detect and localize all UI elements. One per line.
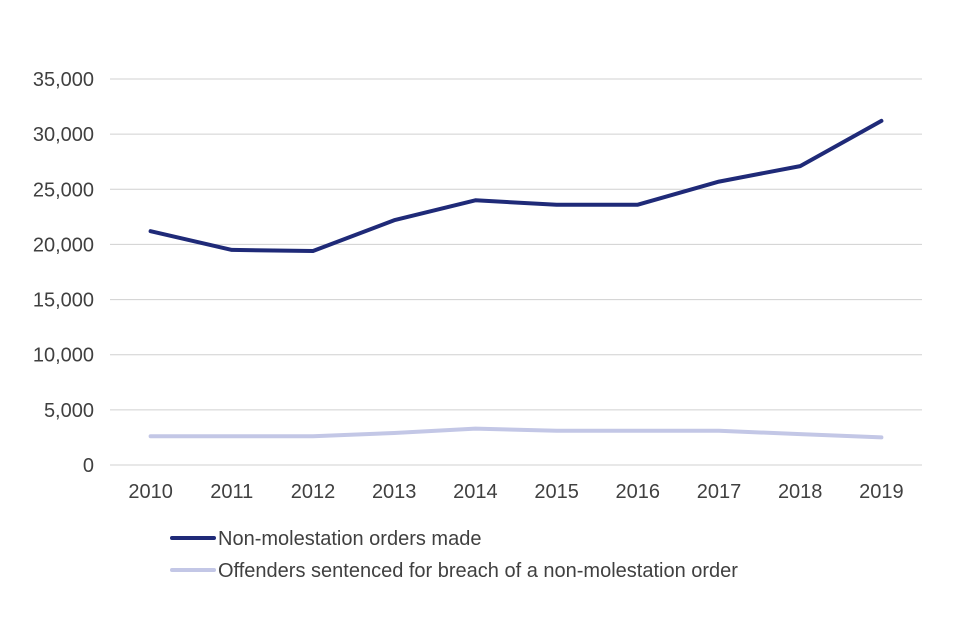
series-line-2 — [148, 426, 884, 440]
y-tick-label: 30,000 — [33, 124, 94, 146]
y-tick-label: 20,000 — [33, 234, 94, 256]
y-tick-label: 15,000 — [33, 290, 94, 312]
x-tick-label: 2010 — [128, 481, 173, 503]
x-tick-label: 2014 — [453, 481, 498, 503]
y-tick-label: 0 — [83, 455, 94, 477]
legend-label-1: Non-molestation orders made — [218, 528, 481, 550]
x-tick-label: 2019 — [859, 481, 904, 503]
legend-label-2: Offenders sentenced for breach of a non-… — [218, 560, 738, 582]
y-tick-label: 5,000 — [44, 400, 94, 422]
x-tick-label: 2018 — [778, 481, 823, 503]
gridlines — [110, 78, 922, 466]
x-tick-label: 2015 — [534, 481, 579, 503]
series-line-1 — [148, 118, 884, 253]
y-tick-label: 35,000 — [33, 69, 94, 91]
legend: Non-molestation orders made Offenders sen… — [170, 528, 738, 582]
x-tick-label: 2013 — [372, 481, 417, 503]
y-axis-tick-labels: 0 5,000 10,000 15,000 20,000 25,000 30,000 35,0… — [33, 69, 94, 477]
series-lines — [148, 118, 884, 440]
x-tick-label: 2011 — [210, 481, 253, 503]
x-tick-label: 2012 — [291, 481, 336, 503]
x-tick-label: 2016 — [616, 481, 661, 503]
y-tick-label: 10,000 — [33, 345, 94, 367]
y-tick-label: 25,000 — [33, 179, 94, 201]
x-axis-tick-labels: 2010 2011 2012 2013 2014 2015 2016 2017 2018 2019 — [128, 481, 903, 503]
x-tick-label: 2017 — [697, 481, 742, 503]
